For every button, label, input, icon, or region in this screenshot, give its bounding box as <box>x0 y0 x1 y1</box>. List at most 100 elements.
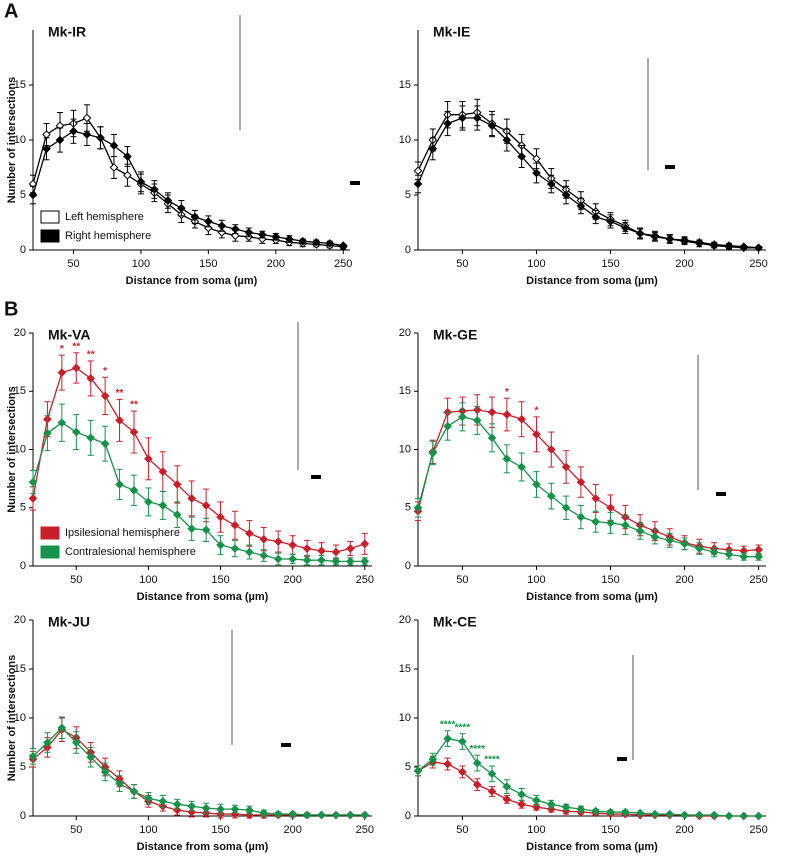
marker <box>187 494 196 503</box>
marker <box>100 439 110 448</box>
marker <box>28 494 38 503</box>
marker <box>739 811 749 821</box>
significance-label: * <box>103 366 107 377</box>
marker <box>487 433 497 443</box>
y-tick-label: 15 <box>14 385 26 397</box>
significance-label: **** <box>455 722 471 733</box>
legend-swatch <box>40 526 60 540</box>
marker <box>621 520 630 530</box>
marker <box>576 477 586 487</box>
marker <box>517 462 526 472</box>
marker <box>230 544 240 553</box>
y-tick-label: 20 <box>14 614 26 626</box>
marker <box>311 237 321 247</box>
marker <box>100 391 110 401</box>
marker <box>532 480 541 489</box>
y-tick-label: 20 <box>399 614 411 626</box>
marker <box>231 224 240 234</box>
y-tick-label: 10 <box>14 134 26 146</box>
marker <box>739 242 749 252</box>
significance-label: * <box>505 387 509 398</box>
marker <box>428 754 438 764</box>
x-tick-label: 150 <box>601 258 619 270</box>
marker <box>472 416 482 425</box>
marker <box>458 412 467 422</box>
x-axis-title: Distance from soma (µm) <box>126 275 258 287</box>
marker <box>187 801 196 811</box>
marker <box>502 454 512 464</box>
series <box>28 717 370 820</box>
marker <box>57 723 67 733</box>
marker <box>259 808 269 818</box>
marker <box>158 501 168 510</box>
marker <box>360 539 370 549</box>
marker <box>517 152 526 161</box>
marker <box>621 807 630 817</box>
marker <box>302 810 312 820</box>
marker <box>158 796 168 806</box>
series-line <box>32 117 344 248</box>
marker <box>754 545 763 554</box>
marker <box>216 540 225 550</box>
y-tick-label: 5 <box>20 502 26 514</box>
marker <box>28 190 38 200</box>
marker <box>591 517 601 527</box>
marker <box>709 547 719 557</box>
marker <box>57 418 67 428</box>
marker <box>561 190 571 200</box>
marker <box>532 796 541 805</box>
marker <box>71 738 81 747</box>
marker <box>71 363 81 373</box>
x-tick-label: 50 <box>456 574 468 586</box>
x-tick-label: 150 <box>199 258 217 270</box>
marker <box>443 734 452 743</box>
marker <box>739 552 749 561</box>
y-tick-label: 0 <box>405 560 411 572</box>
marker <box>561 503 571 513</box>
marker <box>57 368 67 377</box>
y-tick-label: 15 <box>399 79 411 91</box>
series-line <box>417 761 759 817</box>
marker <box>43 428 52 438</box>
x-axis-title: Distance from soma (µm) <box>137 841 269 853</box>
marker <box>754 243 763 253</box>
marker <box>724 241 734 250</box>
marker <box>82 113 92 123</box>
chart-title: Mk-JU <box>48 614 90 630</box>
chart-title: Mk-IE <box>433 24 470 40</box>
marker <box>109 141 119 150</box>
marker <box>259 551 269 560</box>
marker <box>115 779 124 788</box>
x-tick-label: 250 <box>356 824 374 836</box>
marker <box>650 532 660 542</box>
marker <box>259 534 269 544</box>
marker <box>576 804 586 814</box>
marker <box>360 810 370 820</box>
x-tick-label: 200 <box>267 258 285 270</box>
series <box>28 403 370 566</box>
marker <box>288 809 297 819</box>
marker <box>502 782 512 791</box>
marker <box>346 810 355 820</box>
marker <box>680 235 689 245</box>
marker <box>443 759 452 769</box>
legend-swatch <box>40 210 60 224</box>
marker <box>360 557 370 566</box>
marker <box>458 113 467 123</box>
x-tick-label: 250 <box>749 574 767 586</box>
marker <box>115 416 124 425</box>
marker <box>413 503 423 513</box>
marker <box>144 794 153 803</box>
marker <box>96 133 105 143</box>
marker <box>129 427 139 437</box>
marker <box>606 518 615 528</box>
x-tick-label: 150 <box>211 574 229 586</box>
series <box>413 402 763 561</box>
y-tick-label: 5 <box>20 761 26 773</box>
x-tick-label: 50 <box>456 258 468 270</box>
marker <box>591 212 601 222</box>
y-tick-label: 5 <box>405 189 411 201</box>
marker <box>317 546 326 556</box>
marker <box>172 510 182 520</box>
scale-bars <box>281 165 726 761</box>
